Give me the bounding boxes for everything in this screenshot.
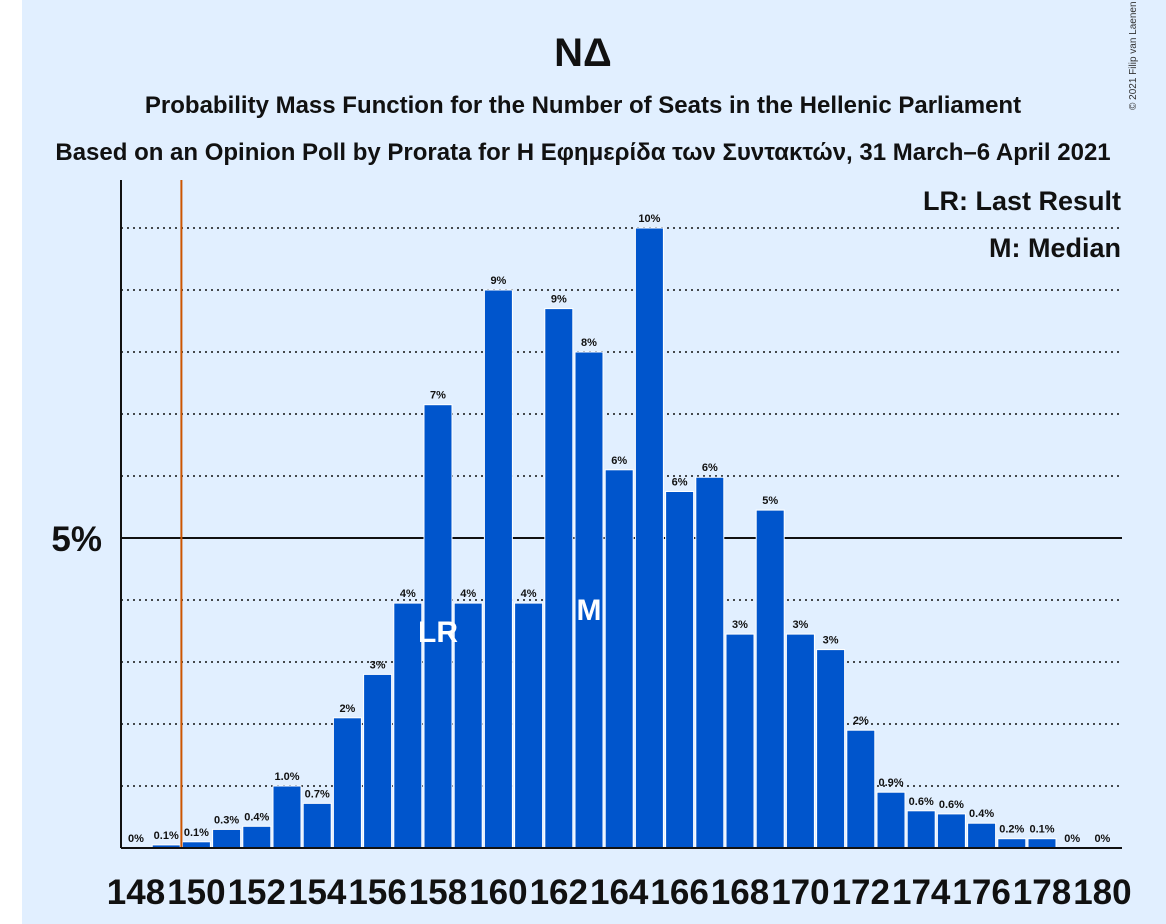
value-labels: 0% 0.1% 0.1% 0.3% 0.4% 1.0% 0.7% 2% 3% 4% 7% 4% 9% 4%…	[128, 213, 1111, 845]
value-label-seat-168: 3%	[732, 619, 748, 631]
last-result-marker: LR	[418, 616, 458, 649]
bar-seat-166	[665, 491, 695, 849]
value-label-seat-161: 4%	[521, 588, 537, 600]
bar-seat-170	[785, 633, 815, 849]
value-label-seat-151: 0.3%	[214, 814, 239, 826]
bar-seat-171	[816, 649, 846, 849]
value-label-seat-165: 10%	[638, 213, 660, 225]
bar-seat-168	[725, 633, 755, 849]
bar-seat-174	[906, 810, 936, 849]
value-label-seat-155: 2%	[339, 703, 355, 715]
bar-seat-157	[393, 602, 423, 849]
value-label-seat-156: 3%	[370, 659, 386, 671]
x-tick-label-168: 168	[711, 873, 769, 912]
value-label-seat-179: 0%	[1064, 833, 1080, 845]
x-tick-label-166: 166	[650, 873, 708, 912]
chart-subtitle: Probability Mass Function for the Number…	[145, 92, 1021, 119]
bar-seat-164	[604, 469, 634, 849]
value-label-seat-154: 0.7%	[305, 788, 330, 800]
x-tick-label-152: 152	[228, 873, 286, 912]
value-label-seat-149: 0.1%	[154, 830, 179, 842]
value-label-seat-164: 6%	[611, 455, 627, 467]
value-label-seat-174: 0.6%	[909, 796, 934, 808]
value-label-seat-175: 0.6%	[939, 799, 964, 811]
bar-seat-163	[574, 351, 604, 849]
bars	[151, 227, 1057, 849]
value-label-seat-159: 4%	[460, 588, 476, 600]
value-label-seat-162: 9%	[551, 294, 567, 306]
bar-seat-162	[544, 308, 574, 849]
y-tick-label: 5%	[51, 520, 102, 559]
bar-seat-153	[272, 785, 302, 849]
x-tick-label-180: 180	[1073, 873, 1131, 912]
value-label-seat-163: 8%	[581, 337, 597, 349]
bar-seat-155	[332, 717, 362, 849]
value-label-seat-178: 0.1%	[1029, 824, 1054, 836]
value-label-seat-152: 0.4%	[244, 811, 269, 823]
x-tick-label-178: 178	[1013, 873, 1071, 912]
legend-median: M: Median	[989, 233, 1121, 263]
axes: 5%148 150 152 154 156 158 160 162 164 166 168 170 17…	[51, 180, 1132, 912]
value-label-seat-157: 4%	[400, 588, 416, 600]
value-label-seat-148: 0%	[128, 833, 144, 845]
x-tick-label-154: 154	[288, 873, 347, 912]
copyright-text: © 2021 Filip van Laenen	[1128, 1, 1139, 110]
value-label-seat-166: 6%	[672, 477, 688, 489]
x-tick-label-176: 176	[952, 873, 1010, 912]
bar-seat-158	[423, 404, 453, 849]
bar-seat-159	[453, 602, 483, 849]
bar-seat-169	[755, 509, 785, 849]
x-tick-label-170: 170	[771, 873, 829, 912]
chart-subtitle-source: Based on an Opinion Poll by Prorata for …	[55, 139, 1110, 166]
bar-seat-152	[242, 825, 272, 849]
bar-seat-176	[967, 822, 997, 849]
value-label-seat-167: 6%	[702, 462, 718, 474]
bar-seat-165	[634, 227, 664, 849]
value-label-seat-171: 3%	[823, 635, 839, 647]
seat-distribution-chart: ΝΔ Probability Mass Function for the Num…	[51, 1, 1139, 912]
bar-seat-156	[363, 673, 393, 849]
bar-seat-161	[514, 602, 544, 849]
x-tick-label-150: 150	[167, 873, 225, 912]
x-tick-label-160: 160	[469, 873, 527, 912]
value-label-seat-173: 0.9%	[878, 777, 903, 789]
x-tick-label-158: 158	[409, 873, 467, 912]
value-label-seat-170: 3%	[792, 619, 808, 631]
value-label-seat-177: 0.2%	[999, 824, 1024, 836]
bar-seat-167	[695, 476, 725, 849]
x-tick-label-174: 174	[892, 873, 951, 912]
bar-seat-160	[483, 289, 513, 849]
chart-background: ΝΔ Probability Mass Function for the Num…	[22, 0, 1166, 924]
bar-seat-178	[1027, 838, 1057, 849]
bar-seat-154	[302, 802, 332, 849]
grid-lines	[121, 227, 1122, 787]
x-tick-label-162: 162	[530, 873, 588, 912]
bar-seat-177	[997, 838, 1027, 849]
x-tick-label-164: 164	[590, 873, 649, 912]
x-tick-label-148: 148	[107, 873, 165, 912]
value-label-seat-176: 0.4%	[969, 808, 994, 820]
bar-seat-172	[846, 729, 876, 849]
value-label-seat-153: 1.0%	[274, 771, 299, 783]
legend-last-result: LR: Last Result	[923, 186, 1121, 216]
value-label-seat-172: 2%	[853, 715, 869, 727]
bar-seat-173	[876, 791, 906, 849]
x-tick-label-156: 156	[348, 873, 406, 912]
value-label-seat-160: 9%	[490, 275, 506, 287]
bar-seat-175	[936, 813, 966, 849]
median-marker: M	[577, 594, 602, 627]
x-tick-label-172: 172	[832, 873, 890, 912]
value-label-seat-180: 0%	[1094, 833, 1110, 845]
chart-title: ΝΔ	[554, 31, 612, 75]
bar-seat-151	[212, 828, 242, 849]
value-label-seat-158: 7%	[430, 390, 446, 402]
value-label-seat-169: 5%	[762, 495, 778, 507]
value-label-seat-150: 0.1%	[184, 827, 209, 839]
